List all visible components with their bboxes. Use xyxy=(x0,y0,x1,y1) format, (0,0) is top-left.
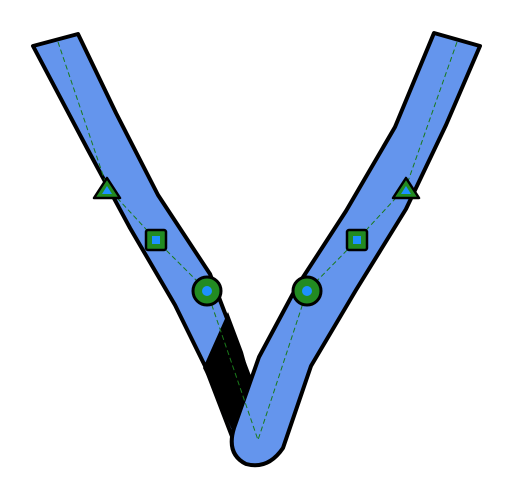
triangle-icon xyxy=(391,176,421,200)
square-icon xyxy=(345,228,369,252)
square-icon xyxy=(144,228,168,252)
triangle-icon xyxy=(92,176,122,200)
circle-icon xyxy=(291,275,323,307)
circle-icon xyxy=(191,275,223,307)
